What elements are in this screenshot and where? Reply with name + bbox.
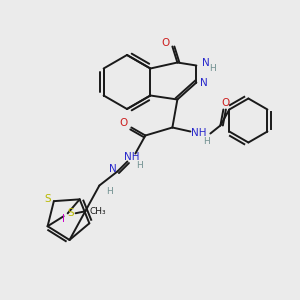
Text: H: H — [136, 161, 143, 170]
Text: S: S — [44, 194, 51, 204]
Text: CH₃: CH₃ — [90, 207, 106, 216]
Text: N: N — [109, 164, 116, 175]
Text: I: I — [62, 214, 65, 224]
Text: NH: NH — [124, 152, 139, 163]
Text: H: H — [203, 137, 210, 146]
Text: H: H — [209, 64, 216, 73]
Text: O: O — [119, 118, 128, 128]
Text: H: H — [106, 187, 113, 196]
Text: S: S — [67, 208, 74, 218]
Text: O: O — [161, 38, 169, 47]
Text: N: N — [202, 58, 209, 68]
Text: O: O — [221, 98, 230, 107]
Text: N: N — [200, 77, 207, 88]
Text: NH: NH — [190, 128, 206, 139]
